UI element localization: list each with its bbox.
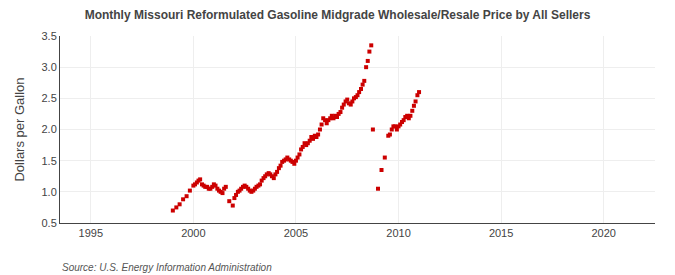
svg-text:3.0: 3.0 <box>42 61 57 73</box>
svg-text:0.5: 0.5 <box>42 217 57 229</box>
svg-text:Dollars per Gallon: Dollars per Gallon <box>12 77 27 181</box>
svg-text:2010: 2010 <box>386 227 410 239</box>
svg-text:2.5: 2.5 <box>42 92 57 104</box>
svg-text:1.0: 1.0 <box>42 186 57 198</box>
svg-text:3.5: 3.5 <box>42 30 57 42</box>
svg-text:Source: U.S. Energy Informatio: Source: U.S. Energy Information Administ… <box>62 262 272 273</box>
svg-text:2020: 2020 <box>591 227 615 239</box>
svg-text:2.0: 2.0 <box>42 123 57 135</box>
svg-text:Monthly Missouri Reformulated: Monthly Missouri Reformulated Gasoline M… <box>85 8 591 22</box>
svg-text:2015: 2015 <box>489 227 513 239</box>
svg-text:2005: 2005 <box>284 227 308 239</box>
svg-text:1995: 1995 <box>79 227 103 239</box>
svg-text:2000: 2000 <box>181 227 205 239</box>
svg-text:1.5: 1.5 <box>42 155 57 167</box>
